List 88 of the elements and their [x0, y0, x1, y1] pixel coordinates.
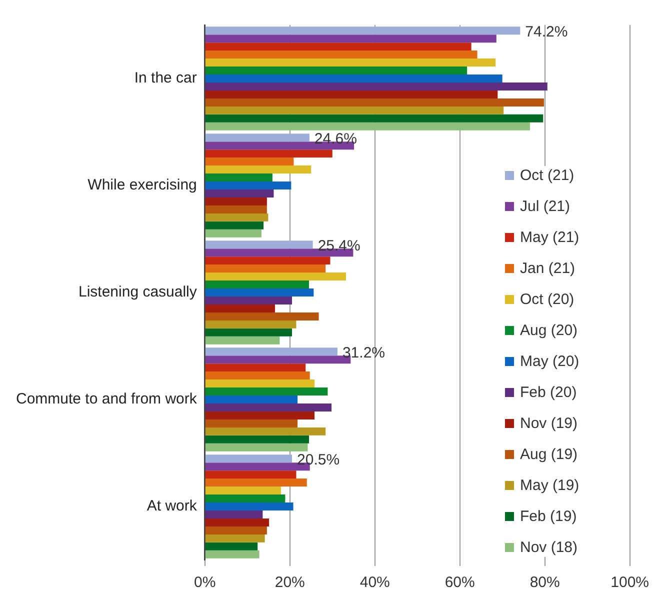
bar	[205, 166, 312, 174]
bar	[205, 296, 292, 304]
y-tick-label: In the car	[134, 70, 197, 87]
bar	[205, 158, 294, 166]
bar	[205, 364, 306, 372]
bar	[205, 396, 298, 404]
bar	[205, 229, 262, 238]
bar	[205, 90, 498, 98]
bar	[205, 443, 308, 452]
bar	[205, 182, 292, 190]
x-tick-label: 60%	[444, 574, 475, 592]
bar	[205, 427, 326, 436]
bar	[205, 114, 544, 122]
legend-label: May (21)	[520, 229, 580, 246]
bar	[205, 98, 544, 106]
data-label: 74.2%	[525, 24, 568, 41]
legend-label: Aug (19)	[520, 446, 578, 463]
bar	[205, 419, 298, 428]
y-tick-label: At work	[146, 498, 198, 515]
bar	[205, 502, 294, 510]
legend-label: Aug (20)	[520, 322, 578, 339]
y-tick-label: While exercising	[88, 176, 197, 194]
legend-label: May (20)	[520, 353, 580, 370]
bar	[205, 494, 286, 503]
bar	[205, 304, 276, 312]
bar	[205, 205, 267, 214]
bar	[205, 66, 468, 75]
bar	[205, 550, 260, 558]
bar	[205, 388, 328, 396]
bar	[205, 320, 296, 328]
bar	[205, 312, 319, 320]
bar	[205, 470, 296, 479]
x-tick-label: 40%	[360, 574, 390, 592]
bar	[205, 197, 267, 206]
legend-label: May (19)	[520, 477, 580, 494]
bar	[205, 134, 310, 142]
bar	[205, 213, 268, 222]
bar	[205, 454, 292, 463]
x-tick-label: 20%	[274, 574, 305, 592]
y-tick-label: Listening casually	[78, 284, 198, 301]
bar	[205, 534, 265, 542]
bar	[205, 122, 530, 130]
bar	[205, 348, 338, 356]
bar	[205, 74, 502, 82]
bar	[205, 26, 520, 35]
x-tick-label: 100%	[610, 574, 650, 592]
bar	[205, 336, 280, 344]
legend-label: Nov (18)	[520, 539, 578, 556]
bar	[205, 34, 496, 43]
bar	[205, 478, 307, 487]
bar	[205, 42, 472, 51]
x-tick-label: 0%	[194, 574, 216, 592]
bar	[205, 106, 504, 114]
bar	[205, 189, 274, 198]
bar	[205, 221, 264, 230]
bar	[205, 50, 478, 59]
bar	[205, 411, 315, 420]
legend-label: Jan (21)	[520, 260, 576, 277]
bar	[205, 518, 270, 526]
data-label: 20.5%	[297, 452, 340, 469]
bar	[205, 288, 314, 296]
bar	[205, 403, 332, 412]
bar	[205, 150, 332, 158]
legend-label: Nov (19)	[520, 415, 578, 432]
x-tick-label: 80%	[530, 574, 560, 592]
bar	[205, 174, 272, 182]
legend-label: Feb (19)	[520, 508, 577, 525]
bar	[205, 280, 309, 289]
data-label: 31.2%	[342, 344, 386, 362]
bar	[205, 510, 263, 518]
bar	[205, 256, 330, 265]
bar	[205, 435, 309, 444]
legend-label: Oct (21)	[520, 167, 574, 184]
bar	[205, 526, 267, 534]
bar	[205, 272, 346, 281]
bar	[205, 486, 281, 495]
bar	[205, 380, 315, 388]
y-tick-label: Commute to and from work	[16, 390, 198, 408]
bar	[205, 82, 548, 90]
bar	[205, 328, 292, 336]
legend-label: Oct (20)	[520, 291, 574, 308]
bar	[205, 542, 258, 550]
legend-label: Feb (20)	[520, 384, 577, 401]
bar	[205, 264, 326, 273]
bar	[205, 58, 496, 67]
bar	[205, 240, 313, 249]
legend-label: Jul (21)	[520, 198, 570, 215]
bar	[205, 372, 310, 380]
